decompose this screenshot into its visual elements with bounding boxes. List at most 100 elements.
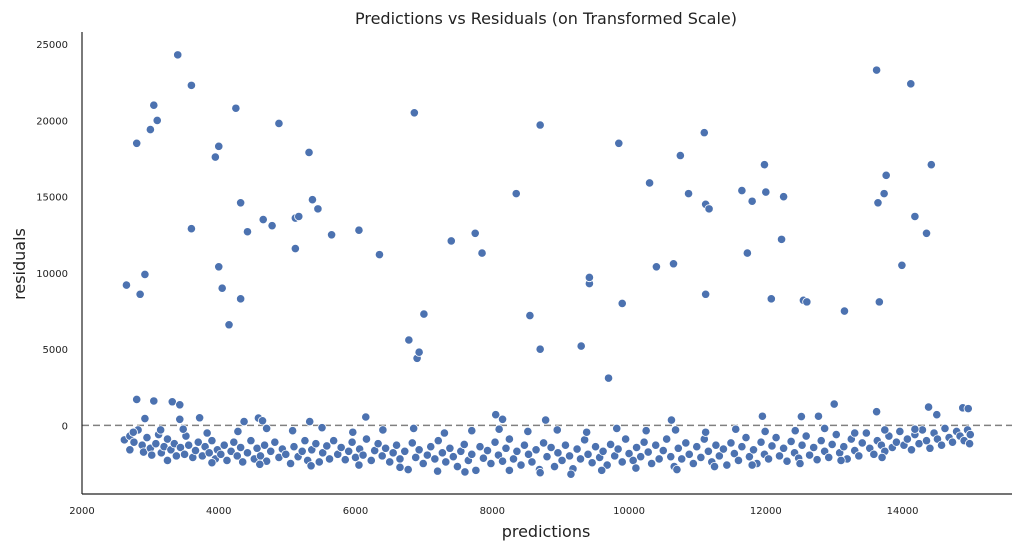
data-point xyxy=(409,423,419,434)
data-point xyxy=(217,283,227,293)
data-point xyxy=(258,214,268,225)
data-point xyxy=(575,454,586,464)
data-point xyxy=(925,443,935,453)
data-point xyxy=(519,440,530,450)
data-point xyxy=(742,248,752,258)
data-point xyxy=(525,311,535,321)
data-point xyxy=(813,411,824,421)
data-point xyxy=(448,452,458,462)
data-point xyxy=(535,120,545,130)
x-tick-label: 10000 xyxy=(613,506,645,517)
data-point xyxy=(731,424,741,434)
data-point xyxy=(747,196,757,206)
data-point xyxy=(512,446,522,456)
data-point xyxy=(467,449,477,459)
data-point xyxy=(281,449,291,459)
data-point xyxy=(297,446,307,456)
data-point xyxy=(152,115,162,126)
data-point xyxy=(523,449,534,459)
data-point xyxy=(259,440,270,450)
data-point xyxy=(418,458,428,469)
data-point xyxy=(409,108,419,118)
data-point xyxy=(531,445,541,455)
data-point xyxy=(411,452,421,463)
data-point xyxy=(322,441,332,451)
data-point xyxy=(140,413,150,424)
data-point xyxy=(628,455,638,466)
data-point xyxy=(718,444,729,454)
data-point xyxy=(631,442,642,453)
data-point xyxy=(432,466,443,476)
data-point xyxy=(795,458,805,469)
data-point xyxy=(701,427,711,437)
data-point xyxy=(210,152,220,162)
data-point xyxy=(566,469,576,479)
data-point xyxy=(880,425,890,435)
data-point xyxy=(897,260,907,270)
data-point xyxy=(304,147,314,158)
data-point xyxy=(683,189,694,199)
data-point xyxy=(511,189,521,199)
data-point xyxy=(703,446,713,456)
data-point xyxy=(350,452,361,463)
data-point xyxy=(580,435,590,445)
data-point xyxy=(658,445,668,456)
data-point xyxy=(836,455,846,466)
data-point xyxy=(906,445,917,455)
data-point xyxy=(605,439,616,450)
data-point xyxy=(684,449,694,459)
data-point xyxy=(947,437,958,447)
data-point xyxy=(501,443,511,453)
data-point xyxy=(644,178,655,188)
data-point xyxy=(760,426,770,437)
data-point xyxy=(873,198,883,208)
data-point xyxy=(557,455,567,466)
data-point xyxy=(523,426,533,437)
data-point xyxy=(441,457,451,467)
data-point xyxy=(733,455,744,466)
data-point xyxy=(305,416,315,427)
x-tick-label: 2000 xyxy=(69,506,94,517)
data-point xyxy=(767,441,777,451)
data-point xyxy=(270,437,280,447)
data-point xyxy=(358,450,368,460)
data-point xyxy=(879,189,889,199)
data-point xyxy=(737,442,747,452)
data-point xyxy=(354,225,364,235)
data-point xyxy=(494,424,504,434)
data-point xyxy=(590,442,601,452)
data-point xyxy=(132,138,142,148)
data-point xyxy=(940,423,950,434)
x-tick-label: 6000 xyxy=(343,506,368,517)
data-point xyxy=(202,428,212,438)
data-point xyxy=(266,446,276,456)
data-point xyxy=(757,411,768,421)
data-point xyxy=(419,309,429,319)
data-point xyxy=(395,462,405,472)
data-point xyxy=(861,428,871,438)
data-point xyxy=(527,457,537,467)
data-points xyxy=(119,50,975,479)
data-point xyxy=(636,452,646,462)
data-point xyxy=(400,446,410,456)
data-point xyxy=(895,426,905,437)
data-point xyxy=(128,427,138,437)
data-point xyxy=(175,414,185,424)
data-point xyxy=(478,453,489,463)
data-point xyxy=(318,448,328,458)
data-point xyxy=(641,426,651,436)
data-point xyxy=(340,455,350,465)
data-point xyxy=(214,141,224,151)
data-point xyxy=(631,463,641,473)
data-point xyxy=(675,150,685,161)
data-point xyxy=(306,461,316,471)
data-point xyxy=(643,447,653,457)
data-point xyxy=(347,437,357,447)
data-point xyxy=(236,198,246,208)
data-point xyxy=(597,465,607,475)
data-point xyxy=(699,128,709,138)
data-point xyxy=(829,399,839,409)
data-point xyxy=(804,450,815,460)
data-point xyxy=(516,460,526,470)
data-point xyxy=(722,460,732,470)
